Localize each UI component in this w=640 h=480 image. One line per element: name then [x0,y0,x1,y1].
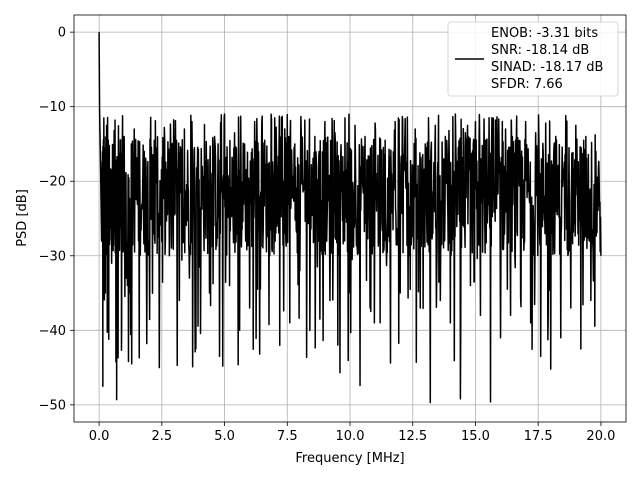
x-axis-ticks: 0.0 2.5 5.0 7.5 10.0 12.5 15.0 17.5 20.0 [89,422,615,444]
y-tick-label: −40 [39,324,66,339]
x-tick-label: 0.0 [89,429,110,444]
y-tick-label: −50 [39,398,66,413]
y-axis-label: PSD [dB] [15,189,30,247]
x-tick-label: 17.5 [524,429,553,444]
y-tick-label: 0 [58,26,66,41]
x-tick-label: 12.5 [398,429,427,444]
x-tick-label: 5.0 [214,429,235,444]
legend-sfdr: SFDR: 7.66 [491,77,563,92]
legend-sinad: SINAD: -18.17 dB [491,60,603,75]
legend-enob: ENOB: -3.31 bits [491,26,598,41]
y-tick-label: −10 [39,100,66,115]
y-tick-label: −30 [39,249,66,264]
x-tick-label: 2.5 [151,429,172,444]
y-tick-label: −20 [39,175,66,190]
y-axis-ticks: 0 −10 −20 −30 −40 −50 [39,26,74,413]
x-tick-label: 10.0 [336,429,365,444]
x-tick-label: 15.0 [461,429,490,444]
psd-series-line [98,32,602,404]
plot-lines [98,32,602,404]
legend-box [447,21,619,97]
x-axis-label: Frequency [MHz] [295,451,404,466]
legend: ENOB: -3.31 bits SNR: -18.14 dB SINAD: -… [447,21,619,97]
legend-snr: SNR: -18.14 dB [491,43,589,58]
x-tick-label: 20.0 [586,429,615,444]
x-tick-label: 7.5 [277,429,298,444]
